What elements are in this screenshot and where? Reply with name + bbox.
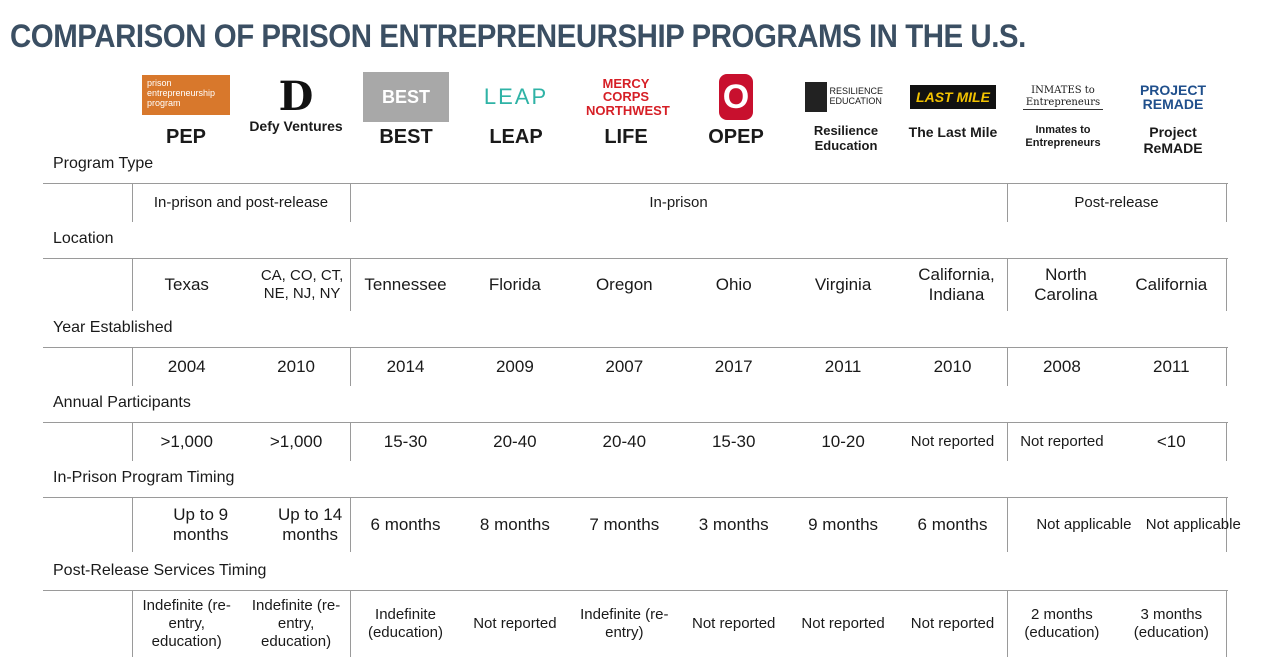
program-name: PEP	[165, 126, 207, 148]
inprison-cell: Up to 9 months	[172, 504, 229, 544]
inprison-cell: Not applicable	[1145, 516, 1241, 533]
program-resilience: RESILIENCE EDUCATION Resilience Educatio…	[791, 70, 901, 154]
location-cell: Florida	[488, 274, 541, 294]
program-name: Inmates to Entrepreneurs	[1025, 124, 1101, 149]
best-logo: BEST	[363, 72, 449, 122]
year-cell: 2007	[605, 356, 644, 376]
location-cell: Ohio	[715, 274, 752, 294]
program-name: LIFE	[604, 126, 648, 148]
row-label-location: Location	[53, 230, 114, 247]
program-i2e: INMATES to Entrepreneurs Inmates to Entr…	[1008, 70, 1118, 149]
participants-row: >1,000 >1,000 15-30 20-40 20-40 15-30 10-20 Not…	[43, 422, 1228, 461]
program-name: Resilience Education	[813, 123, 879, 153]
row-label-inprison-timing: In-Prison Program Timing	[53, 469, 235, 486]
inmates-to-entrepreneurs-logo: INMATES to Entrepreneurs	[1023, 85, 1103, 110]
last-mile-logo: LAST MILE	[910, 85, 996, 109]
location-cell: CA, CO, CT, NE, NJ, NY	[260, 267, 344, 302]
postrelease-cell: Not reported	[910, 615, 995, 632]
inprison-cell: 6 months	[917, 514, 988, 534]
postrelease-cell: Indefinite (re-entry)	[580, 606, 669, 641]
participants-cell: >1,000	[160, 431, 213, 451]
participants-cell: Not reported	[910, 433, 995, 450]
participants-cell: 10-20	[821, 431, 865, 451]
inprison-cell: Not applicable	[1036, 516, 1132, 533]
postrelease-cell: Not reported	[692, 615, 776, 632]
type-group-cell: Post-release	[1074, 194, 1159, 211]
year-row: 2004 2010 2014 2009 2007 2017 2011 2010 2008 2011	[43, 347, 1228, 386]
year-cell: 2009	[495, 356, 534, 376]
year-cell: 2008	[1042, 356, 1081, 376]
resilience-logo: RESILIENCE EDUCATION	[804, 82, 888, 112]
location-cell: California	[1135, 274, 1208, 294]
participants-cell: 15-30	[383, 431, 428, 451]
leap-logo: LEAP	[483, 84, 549, 109]
ohio-block-o-logo: O	[719, 74, 753, 120]
type-group-cell: In-prison and post-release	[153, 194, 329, 211]
inprison-cell: 9 months	[808, 514, 879, 534]
postrelease-cell: Indefinite (education)	[367, 606, 444, 641]
program-leap: LEAP LEAP	[461, 70, 571, 149]
program-pep: prison entrepreneurship program PEP	[131, 70, 241, 149]
location-cell: Tennessee	[364, 274, 447, 294]
location-cell: California, Indiana	[918, 264, 995, 304]
page-title: COMPARISON OF PRISON ENTREPRENEURSHIP PR…	[10, 18, 1026, 54]
inprison-cell: 6 months	[370, 514, 441, 534]
postrelease-cell: 3 months (education)	[1133, 606, 1209, 641]
program-last-mile: LAST MILE The Last Mile	[898, 70, 1008, 140]
program-type-row: In-prison and post-release In-prison Pos…	[43, 183, 1228, 222]
location-row: Texas CA, CO, CT, NE, NJ, NY Tennessee Flor…	[43, 258, 1228, 311]
type-group-cell: In-prison	[649, 194, 708, 211]
year-cell: 2010	[933, 356, 972, 376]
postrelease-cell: Indefinite (re-entry, education)	[142, 597, 231, 650]
year-cell: 2014	[386, 356, 425, 376]
inprison-cell: 7 months	[589, 514, 660, 534]
inprison-cell: 3 months	[698, 514, 769, 534]
program-name: Project ReMADE	[1143, 124, 1203, 157]
location-cell: Virginia	[814, 274, 872, 294]
participants-cell: Not reported	[1020, 433, 1104, 450]
row-label-program-type: Program Type	[53, 155, 154, 172]
participants-cell: 20-40	[602, 431, 647, 451]
program-name: OPEP	[708, 126, 764, 148]
book-icon	[804, 82, 827, 112]
postrelease-row: Indefinite (re-entry, education) Indefini…	[43, 590, 1228, 657]
program-remade: PROJECT REMADE Project ReMADE	[1118, 70, 1228, 156]
year-cell: 2010	[277, 356, 315, 376]
project-remade-logo: PROJECT REMADE	[1139, 82, 1207, 112]
program-defy: D Defy Ventures	[241, 70, 351, 135]
location-cell: Oregon	[595, 274, 653, 294]
inprison-cell: Up to 14 months	[277, 504, 343, 544]
postrelease-cell: Indefinite (re-entry, education)	[251, 597, 341, 650]
year-cell: 2004	[167, 356, 206, 376]
program-name: The Last Mile	[908, 124, 998, 140]
location-cell: North Carolina	[1034, 264, 1098, 304]
program-life: MERCY CORPS NORTHWEST LIFE	[571, 70, 681, 149]
postrelease-cell: 2 months (education)	[1024, 606, 1100, 641]
location-cell: Texas	[164, 274, 209, 294]
participants-cell: 20-40	[493, 431, 537, 451]
program-best: BEST BEST	[351, 70, 461, 149]
row-label-participants: Annual Participants	[53, 394, 191, 411]
participants-cell: >1,000	[269, 431, 323, 451]
row-label-year: Year Established	[53, 319, 173, 336]
year-cell: 2011	[1153, 356, 1190, 376]
mercy-corps-logo: MERCY CORPS NORTHWEST	[586, 75, 670, 118]
inprison-row: Up to 9 months Up to 14 months 6 months 8 m…	[43, 497, 1241, 552]
postrelease-cell: Not reported	[473, 615, 557, 632]
program-opep: O OPEP	[681, 70, 791, 149]
program-name: LEAP	[489, 126, 543, 148]
year-cell: 2017	[714, 356, 753, 376]
inprison-cell: 8 months	[479, 514, 550, 534]
program-name: BEST	[379, 126, 433, 148]
participants-cell: 15-30	[711, 431, 756, 451]
participants-cell: <10	[1156, 431, 1186, 451]
defy-logo: D	[278, 73, 314, 120]
row-label-postrelease-timing: Post-Release Services Timing	[53, 562, 267, 579]
postrelease-cell: Not reported	[801, 615, 885, 632]
pep-logo: prison entrepreneurship program	[142, 75, 230, 115]
program-name: Defy Ventures	[249, 118, 343, 134]
year-cell: 2011	[824, 356, 862, 376]
